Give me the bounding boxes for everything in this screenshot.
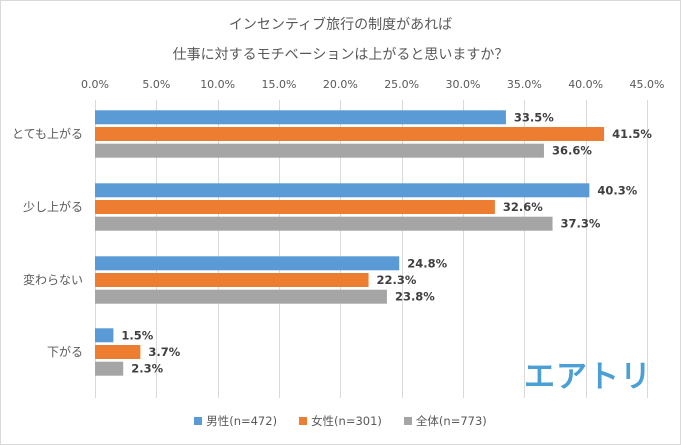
x-tick-label: 40.0% [568,78,603,91]
x-tick-label: 15.0% [262,78,297,91]
category-label: 少し上がる [23,199,83,214]
legend-label-total: 全体(n=773) [415,414,487,428]
legend-item-female: 女性(n=301) [299,413,382,429]
data-label: 32.6% [503,200,543,214]
chart-title-line-2: 仕事に対するモチベーションは上がると思いますか？ [172,47,509,63]
category-label: 下がる [47,344,83,359]
data-label: 41.5% [612,127,652,141]
data-label: 33.5% [514,110,554,124]
bar [95,345,141,359]
data-label: 23.8% [395,290,435,304]
data-label: 40.3% [597,183,637,197]
category-label: とても上がる [12,126,83,141]
x-tick-label: 35.0% [507,78,542,91]
x-tick-label: 45.0% [630,78,665,91]
x-tick-label: 25.0% [384,78,419,91]
data-label: 2.3% [131,362,163,376]
bar [95,361,124,376]
bar [95,273,369,287]
bar [95,110,506,125]
bar [95,216,553,231]
x-tick-label: 0.0% [81,78,109,91]
x-tick-label: 10.0% [200,78,235,91]
x-tick-label: 30.0% [446,78,481,91]
legend-item-male: 男性(n=472) [194,413,277,429]
data-label: 3.7% [148,345,180,359]
legend: 男性(n=472) 女性(n=301) 全体(n=773) [0,413,681,429]
legend-item-total: 全体(n=773) [403,413,487,429]
data-label: 22.3% [377,273,417,287]
legend-swatch-total [403,417,412,425]
legend-label-male: 男性(n=472) [206,414,278,428]
data-labels: 33.5% 41.5% 36.6% 40.3% 32.6% 37.3% 24.8% 22.3%… [121,110,652,375]
data-label: 36.6% [552,144,592,158]
bar [95,200,495,214]
category-label: 変わらない [23,272,83,287]
bar [95,183,590,198]
bar [95,328,114,343]
x-axis-tick-labels: 0.0% 5.0% 10.0% 15.0% 20.0% 25.0% 30.0% 35.0% 40… [81,78,664,91]
bar [95,256,400,271]
data-label: 37.3% [561,217,601,231]
legend-label-female: 女性(n=301) [311,414,382,428]
airtrip-logo: エアトリ [524,359,652,395]
data-label: 24.8% [407,256,447,270]
chart-title-line-1: インセンティブ旅行の制度があれば [228,17,453,33]
legend-swatch-male [194,417,203,425]
bar [95,127,605,141]
x-tick-label: 5.0% [142,78,170,91]
bars [95,110,605,376]
bar [95,289,387,304]
data-label: 1.5% [121,328,153,342]
x-tick-label: 20.0% [323,78,358,91]
bar [95,143,544,158]
legend-swatch-female [299,417,308,425]
